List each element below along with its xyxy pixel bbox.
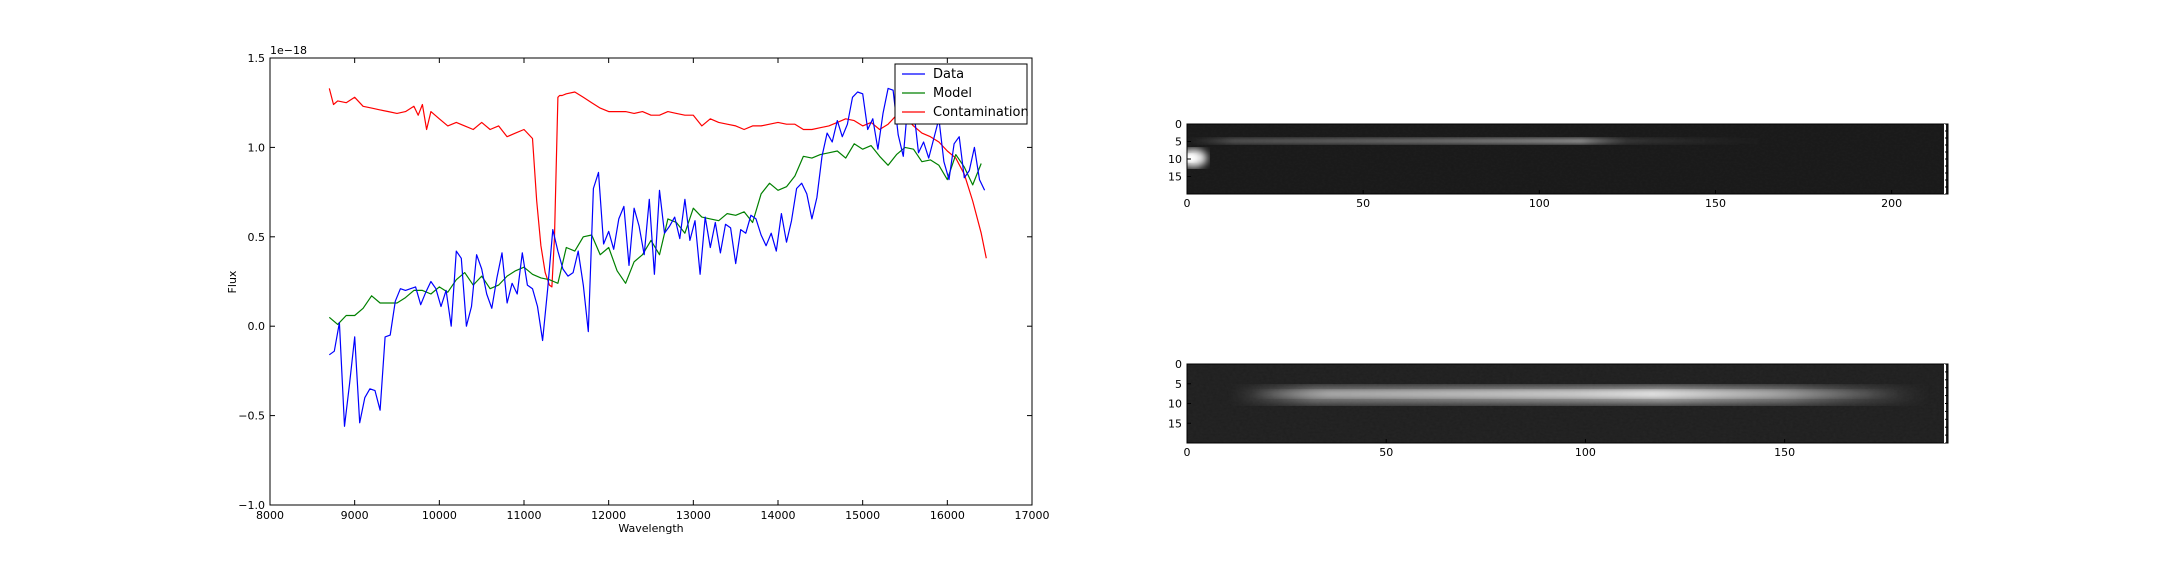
image-bottom-x-tick-label: 50 [1379, 446, 1393, 459]
x-tick-label: 14000 [761, 509, 796, 522]
x-tick-label: 17000 [1015, 509, 1050, 522]
image-top-ticks: 0 50 100 150 200 0 5 10 15 [1168, 118, 1948, 210]
image-top-bright-core [1184, 154, 1196, 162]
x-tick-label: 12000 [591, 509, 626, 522]
legend-label-model: Model [933, 86, 972, 101]
x-axis-ticks: 8000 9000 10000 11000 12000 13000 14000 15000 16… [256, 58, 1050, 522]
image-top-y-tick-label: 10 [1168, 153, 1182, 166]
spectrum-image-top: 0 50 100 150 200 0 5 10 15 [1168, 118, 1949, 210]
y-tick-label: 1.0 [248, 141, 266, 154]
y-tick-label: 1.5 [248, 52, 266, 65]
x-tick-label: 9000 [341, 509, 369, 522]
spectrum-image-bottom: 0 50 100 150 0 5 10 15 [1168, 358, 1949, 459]
y-axis-label: Flux [226, 270, 239, 293]
legend-label-contamination: Contamination [933, 105, 1029, 120]
y-axis-ticks: −1.0 −0.5 0.0 0.5 1.0 1.5 [238, 52, 1032, 512]
x-tick-label: 10000 [422, 509, 457, 522]
y-tick-label: 0.0 [248, 320, 266, 333]
x-tick-label: 11000 [507, 509, 542, 522]
image-top-x-tick-label: 150 [1705, 197, 1726, 210]
image-top-noise [1187, 124, 1948, 194]
x-tick-label: 15000 [845, 509, 880, 522]
image-bottom-x-tick-label: 150 [1774, 446, 1795, 459]
x-tick-label: 13000 [676, 509, 711, 522]
y-tick-label: 0.5 [248, 231, 266, 244]
spectrum-line-chart: 8000 9000 10000 11000 12000 13000 14000 15000 16… [226, 44, 1050, 535]
image-bottom-y-tick-label: 0 [1175, 358, 1182, 371]
image-top-trace [1187, 138, 1767, 144]
image-bottom-trace [1250, 390, 1900, 398]
image-top-x-tick-label: 100 [1529, 197, 1550, 210]
image-top-y-tick-label: 5 [1175, 136, 1182, 149]
image-top-y-tick-label: 0 [1175, 118, 1182, 131]
offset-text: 1e−18 [270, 44, 307, 57]
x-tick-label: 8000 [256, 509, 284, 522]
image-bottom-x-tick-label: 100 [1575, 446, 1596, 459]
image-top-y-tick-label: 15 [1168, 171, 1182, 184]
series-lines [328, 87, 987, 427]
image-bottom-ticks: 0 50 100 150 0 5 10 15 [1168, 358, 1948, 459]
image-top-x-tick-label: 50 [1356, 197, 1370, 210]
image-top-x-tick-label: 200 [1881, 197, 1902, 210]
image-bottom-y-tick-label: 5 [1175, 378, 1182, 391]
image-bottom-y-tick-label: 15 [1168, 417, 1182, 430]
y-tick-label: −0.5 [238, 410, 265, 423]
x-axis-label: Wavelength [618, 522, 683, 535]
image-bottom-y-tick-label: 10 [1168, 398, 1182, 411]
x-tick-label: 16000 [930, 509, 965, 522]
legend: Data Model Contamination [894, 63, 1029, 125]
series-line-data [328, 87, 986, 427]
image-top-x-tick-label: 0 [1184, 197, 1191, 210]
series-line-model [328, 143, 982, 325]
image-bottom-x-tick-label: 0 [1184, 446, 1191, 459]
legend-label-data: Data [933, 67, 964, 82]
plot-frame [269, 57, 1033, 506]
y-tick-label: −1.0 [238, 499, 265, 512]
